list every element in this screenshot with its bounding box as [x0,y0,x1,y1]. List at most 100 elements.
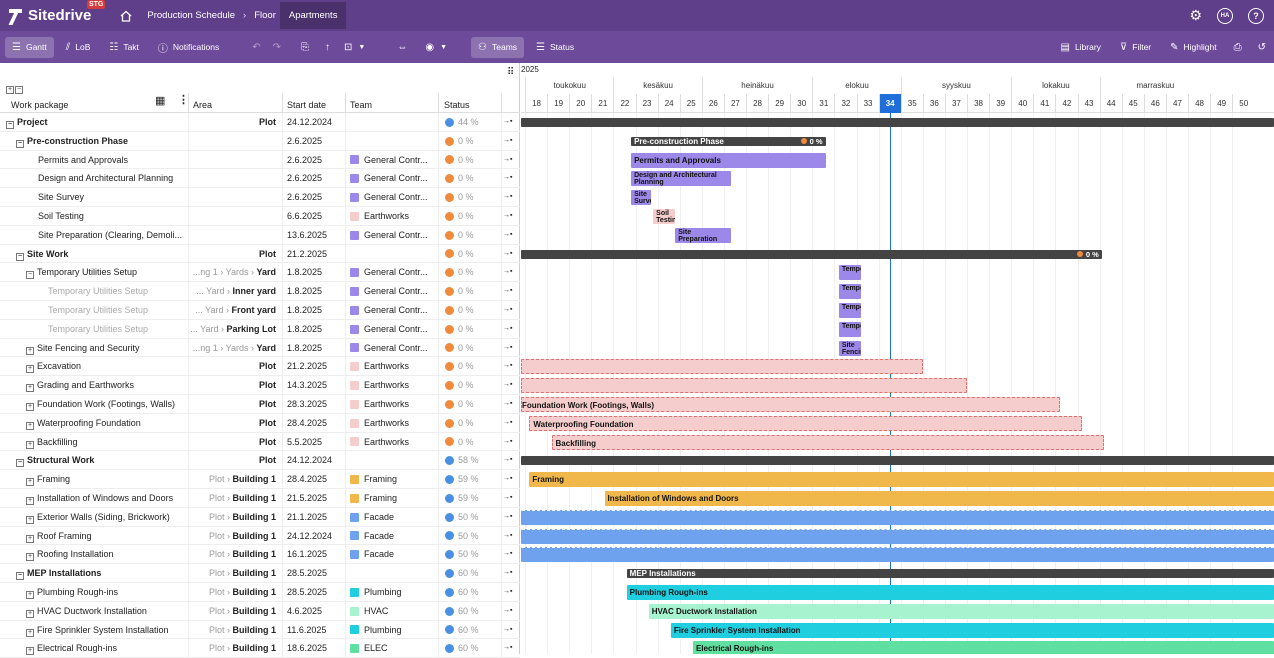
dependency-arrow-icon[interactable]: →▪ [503,155,513,163]
start-date-cell[interactable]: 28.5.2025 [287,568,328,579]
week-number[interactable]: 27 [723,94,746,113]
status-cell[interactable]: 50 % [445,508,500,527]
expand-icon[interactable]: + [26,421,34,430]
library-button[interactable]: ▤ Library [1053,37,1107,58]
task-bar[interactable]: HVAC Ductwork Installation [648,603,1274,619]
table-row[interactable]: − MEP Installations Plot › Building 1 28.5.… [0,564,520,583]
status-cell[interactable]: 0 % [445,207,500,226]
area-cell[interactable]: Plot › Building 1 [188,489,280,508]
dependency-arrow-icon[interactable]: →▪ [503,569,513,577]
dependency-arrow-icon[interactable]: →▪ [503,136,513,144]
area-cell[interactable]: Plot › Building 1 [188,602,280,621]
work-package-name[interactable]: + Framing [0,470,188,489]
start-date-cell[interactable]: 5.5.2025 [287,436,323,447]
week-number[interactable]: 22 [613,94,635,113]
week-number[interactable]: 26 [701,94,724,113]
dependency-arrow-icon[interactable]: →▪ [503,174,513,182]
work-package-name[interactable]: − Pre-construction Phase [0,132,188,151]
expand-icon[interactable]: + [26,647,34,656]
team-cell[interactable]: Plumbing [350,621,438,640]
task-bar[interactable]: Site Preparation (Clearing, [675,227,731,243]
summary-bar[interactable]: MEP Installations [626,569,1274,579]
start-date-cell[interactable]: 2.6.2025 [287,154,323,165]
start-date-cell[interactable]: 21.1.2025 [287,511,328,522]
area-cell[interactable]: ... Yard › Front yard [188,301,280,320]
task-bar[interactable] [521,528,1274,544]
status-cell[interactable]: 59 % [445,489,500,508]
week-number[interactable]: 34 [878,94,901,113]
team-cell[interactable]: Facade [350,545,438,564]
table-row[interactable]: + Electrical Rough-ins Plot › Building 1 18… [0,639,520,658]
status-cell[interactable]: 60 % [445,639,500,658]
week-number[interactable]: 43 [1077,94,1100,113]
task-bar[interactable]: Backfilling [551,434,1105,450]
dependency-arrow-icon[interactable]: →▪ [503,550,513,558]
work-package-name[interactable]: + Installation of Windows and Doors [0,489,188,508]
work-package-name[interactable]: Temporary Utilities Setup [0,301,188,320]
status-cell[interactable]: 0 % [445,151,500,170]
work-package-name[interactable]: Site Survey [0,188,188,207]
area-cell[interactable]: Plot › Building 1 [188,545,280,564]
area-cell[interactable]: ... Yard › Inner yard [188,282,280,301]
task-bar[interactable]: Electrical Rough-ins [692,641,1274,654]
work-package-name[interactable]: − Project [0,113,188,132]
table-row[interactable]: Temporary Utilities Setup ... Yard › Fron… [0,301,520,320]
status-cell[interactable]: 60 % [445,564,500,583]
start-date-cell[interactable]: 4.6.2025 [287,605,323,616]
week-number[interactable]: 19 [547,94,569,113]
task-bar[interactable]: Site Fencing [838,340,861,356]
team-cell[interactable]: Framing [350,489,438,508]
start-date-cell[interactable]: 2.6.2025 [287,192,323,203]
takt-view-button[interactable]: ☷ Takt [102,37,146,58]
status-cell[interactable]: 59 % [445,470,500,489]
compress-icon[interactable]: ⇔ [397,41,408,53]
start-date-cell[interactable]: 21.2.2025 [287,248,328,259]
area-cell[interactable]: Plot › Building 1 [188,527,280,546]
expand-icon[interactable]: + [26,346,34,355]
table-row[interactable]: Site Survey 2.6.2025 General Contr... 0 % →▪ [0,188,520,207]
week-number[interactable]: 35 [900,94,923,113]
task-bar[interactable]: Design and Architectural Planning [631,171,731,187]
area-cell[interactable] [188,226,280,245]
task-bar[interactable] [521,547,1274,563]
work-package-name[interactable]: Temporary Utilities Setup [0,320,188,339]
team-cell[interactable]: General Contr... [350,282,438,301]
table-row[interactable]: + Framing Plot › Building 1 28.4.2025 Framin… [0,470,520,489]
expand-icon[interactable]: + [26,402,34,411]
work-package-name[interactable]: + Electrical Rough-ins [0,639,188,658]
highlight-button[interactable]: ✎ Highlight [1163,37,1223,58]
start-date-cell[interactable]: 21.2.2025 [287,361,328,372]
team-cell[interactable] [350,132,438,151]
table-row[interactable]: + Excavation Plot 21.2.2025 Earthworks 0 % →▪ [0,357,520,377]
collapse-icon[interactable]: − [16,572,24,581]
collapse-all-icon[interactable]: − [15,86,23,94]
area-cell[interactable]: Plot › Building 1 [188,564,280,583]
work-package-name[interactable]: − Temporary Utilities Setup [0,263,188,282]
week-number[interactable]: 33 [856,94,879,113]
dependency-arrow-icon[interactable]: →▪ [503,475,513,483]
column-settings-icon[interactable]: ▦ [155,95,166,107]
dependency-arrow-icon[interactable]: →▪ [503,324,513,332]
week-number[interactable]: 48 [1188,94,1210,113]
breadcrumb-production-schedule[interactable]: Production Schedule [147,10,236,21]
team-cell[interactable]: General Contr... [350,301,438,320]
area-cell[interactable]: Plot [188,376,280,395]
work-package-name[interactable]: + Waterproofing Foundation [0,414,188,433]
dependency-arrow-icon[interactable]: →▪ [503,381,513,389]
week-number[interactable]: 39 [989,94,1011,113]
status-cell[interactable]: 60 % [445,583,500,602]
expand-icon[interactable]: + [26,590,34,599]
status-cell[interactable]: 0 % [445,395,500,414]
breadcrumb-apartments[interactable]: Apartments [279,2,347,29]
column-header-work-package[interactable]: Work package [11,100,69,110]
task-bar[interactable]: Foundation Work (Footings, Walls) [521,397,1060,412]
work-package-name[interactable]: − Site Work [0,245,188,264]
area-cell[interactable]: Plot [188,451,280,470]
team-cell[interactable]: ELEC [350,639,438,658]
status-cell[interactable]: 0 % [445,376,500,395]
start-date-cell[interactable]: 28.4.2025 [287,417,328,428]
work-package-name[interactable]: + Excavation [0,357,188,376]
status-cell[interactable]: 0 % [445,301,500,320]
area-cell[interactable]: Plot › Building 1 [188,470,280,489]
user-avatar[interactable]: HA [1217,7,1233,24]
